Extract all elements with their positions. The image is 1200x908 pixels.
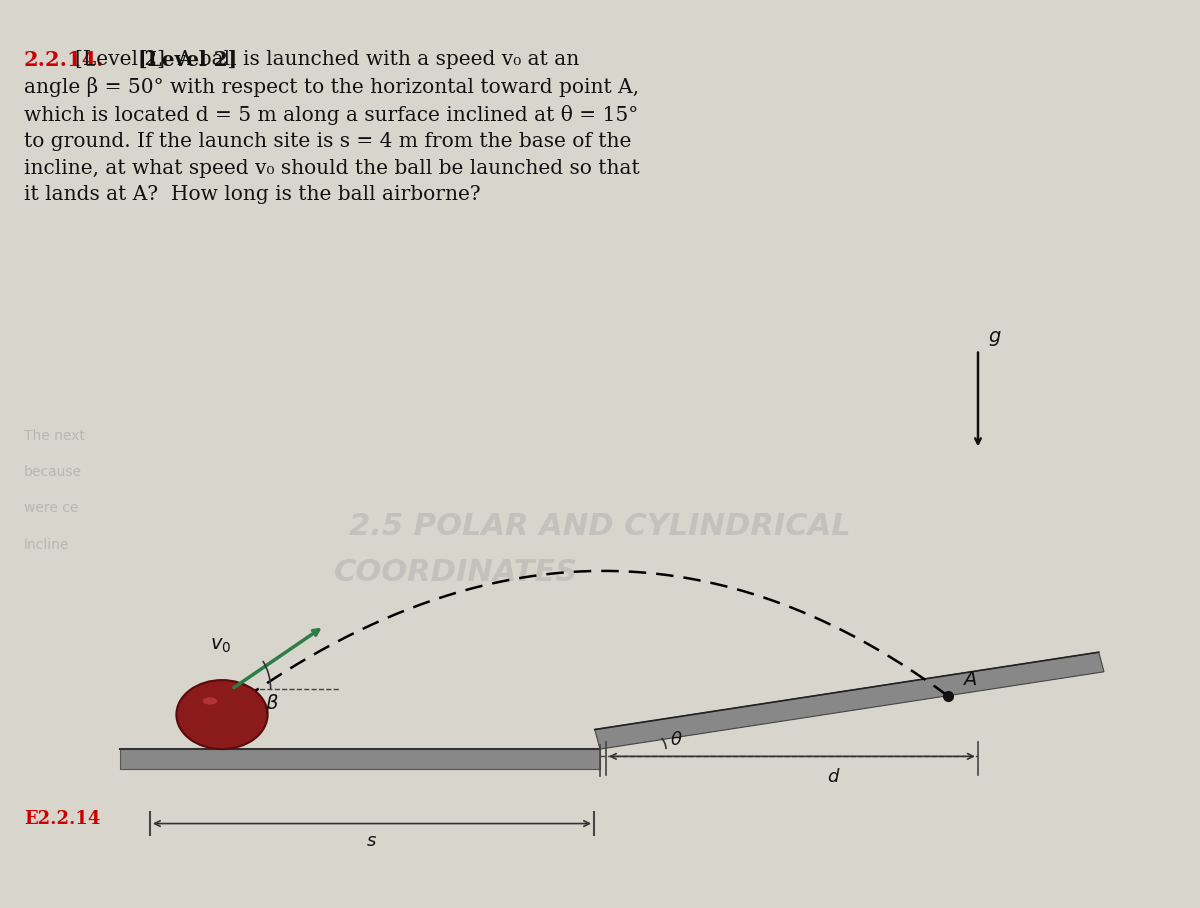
Text: $A$: $A$ (962, 671, 977, 689)
Text: E2.2.14: E2.2.14 (24, 810, 101, 828)
Circle shape (176, 680, 268, 749)
Text: $g$: $g$ (988, 330, 1001, 349)
Text: $d$: $d$ (827, 768, 841, 785)
Text: COORDINATES: COORDINATES (334, 558, 578, 587)
Text: $s$: $s$ (366, 833, 378, 850)
Text: [Level 2]: [Level 2] (138, 50, 238, 70)
Text: $\theta$: $\theta$ (670, 731, 683, 748)
Text: were ce: were ce (24, 501, 78, 516)
Text: The next: The next (24, 429, 85, 443)
Ellipse shape (203, 697, 217, 705)
Text: 2.2.14.: 2.2.14. (24, 50, 104, 70)
Polygon shape (120, 749, 600, 769)
Text: $\beta$: $\beta$ (265, 692, 280, 716)
Text: $v_0$: $v_0$ (210, 637, 232, 656)
Text: [Level 2]  A ball is launched with a speed v₀ at an
angle β = 50° with respect t: [Level 2] A ball is launched with a spee… (24, 50, 640, 204)
Text: because: because (24, 465, 82, 479)
Text: Incline: Incline (24, 538, 70, 552)
Polygon shape (595, 652, 1104, 749)
Text: 2.5 POLAR AND CYLINDRICAL: 2.5 POLAR AND CYLINDRICAL (349, 512, 851, 541)
